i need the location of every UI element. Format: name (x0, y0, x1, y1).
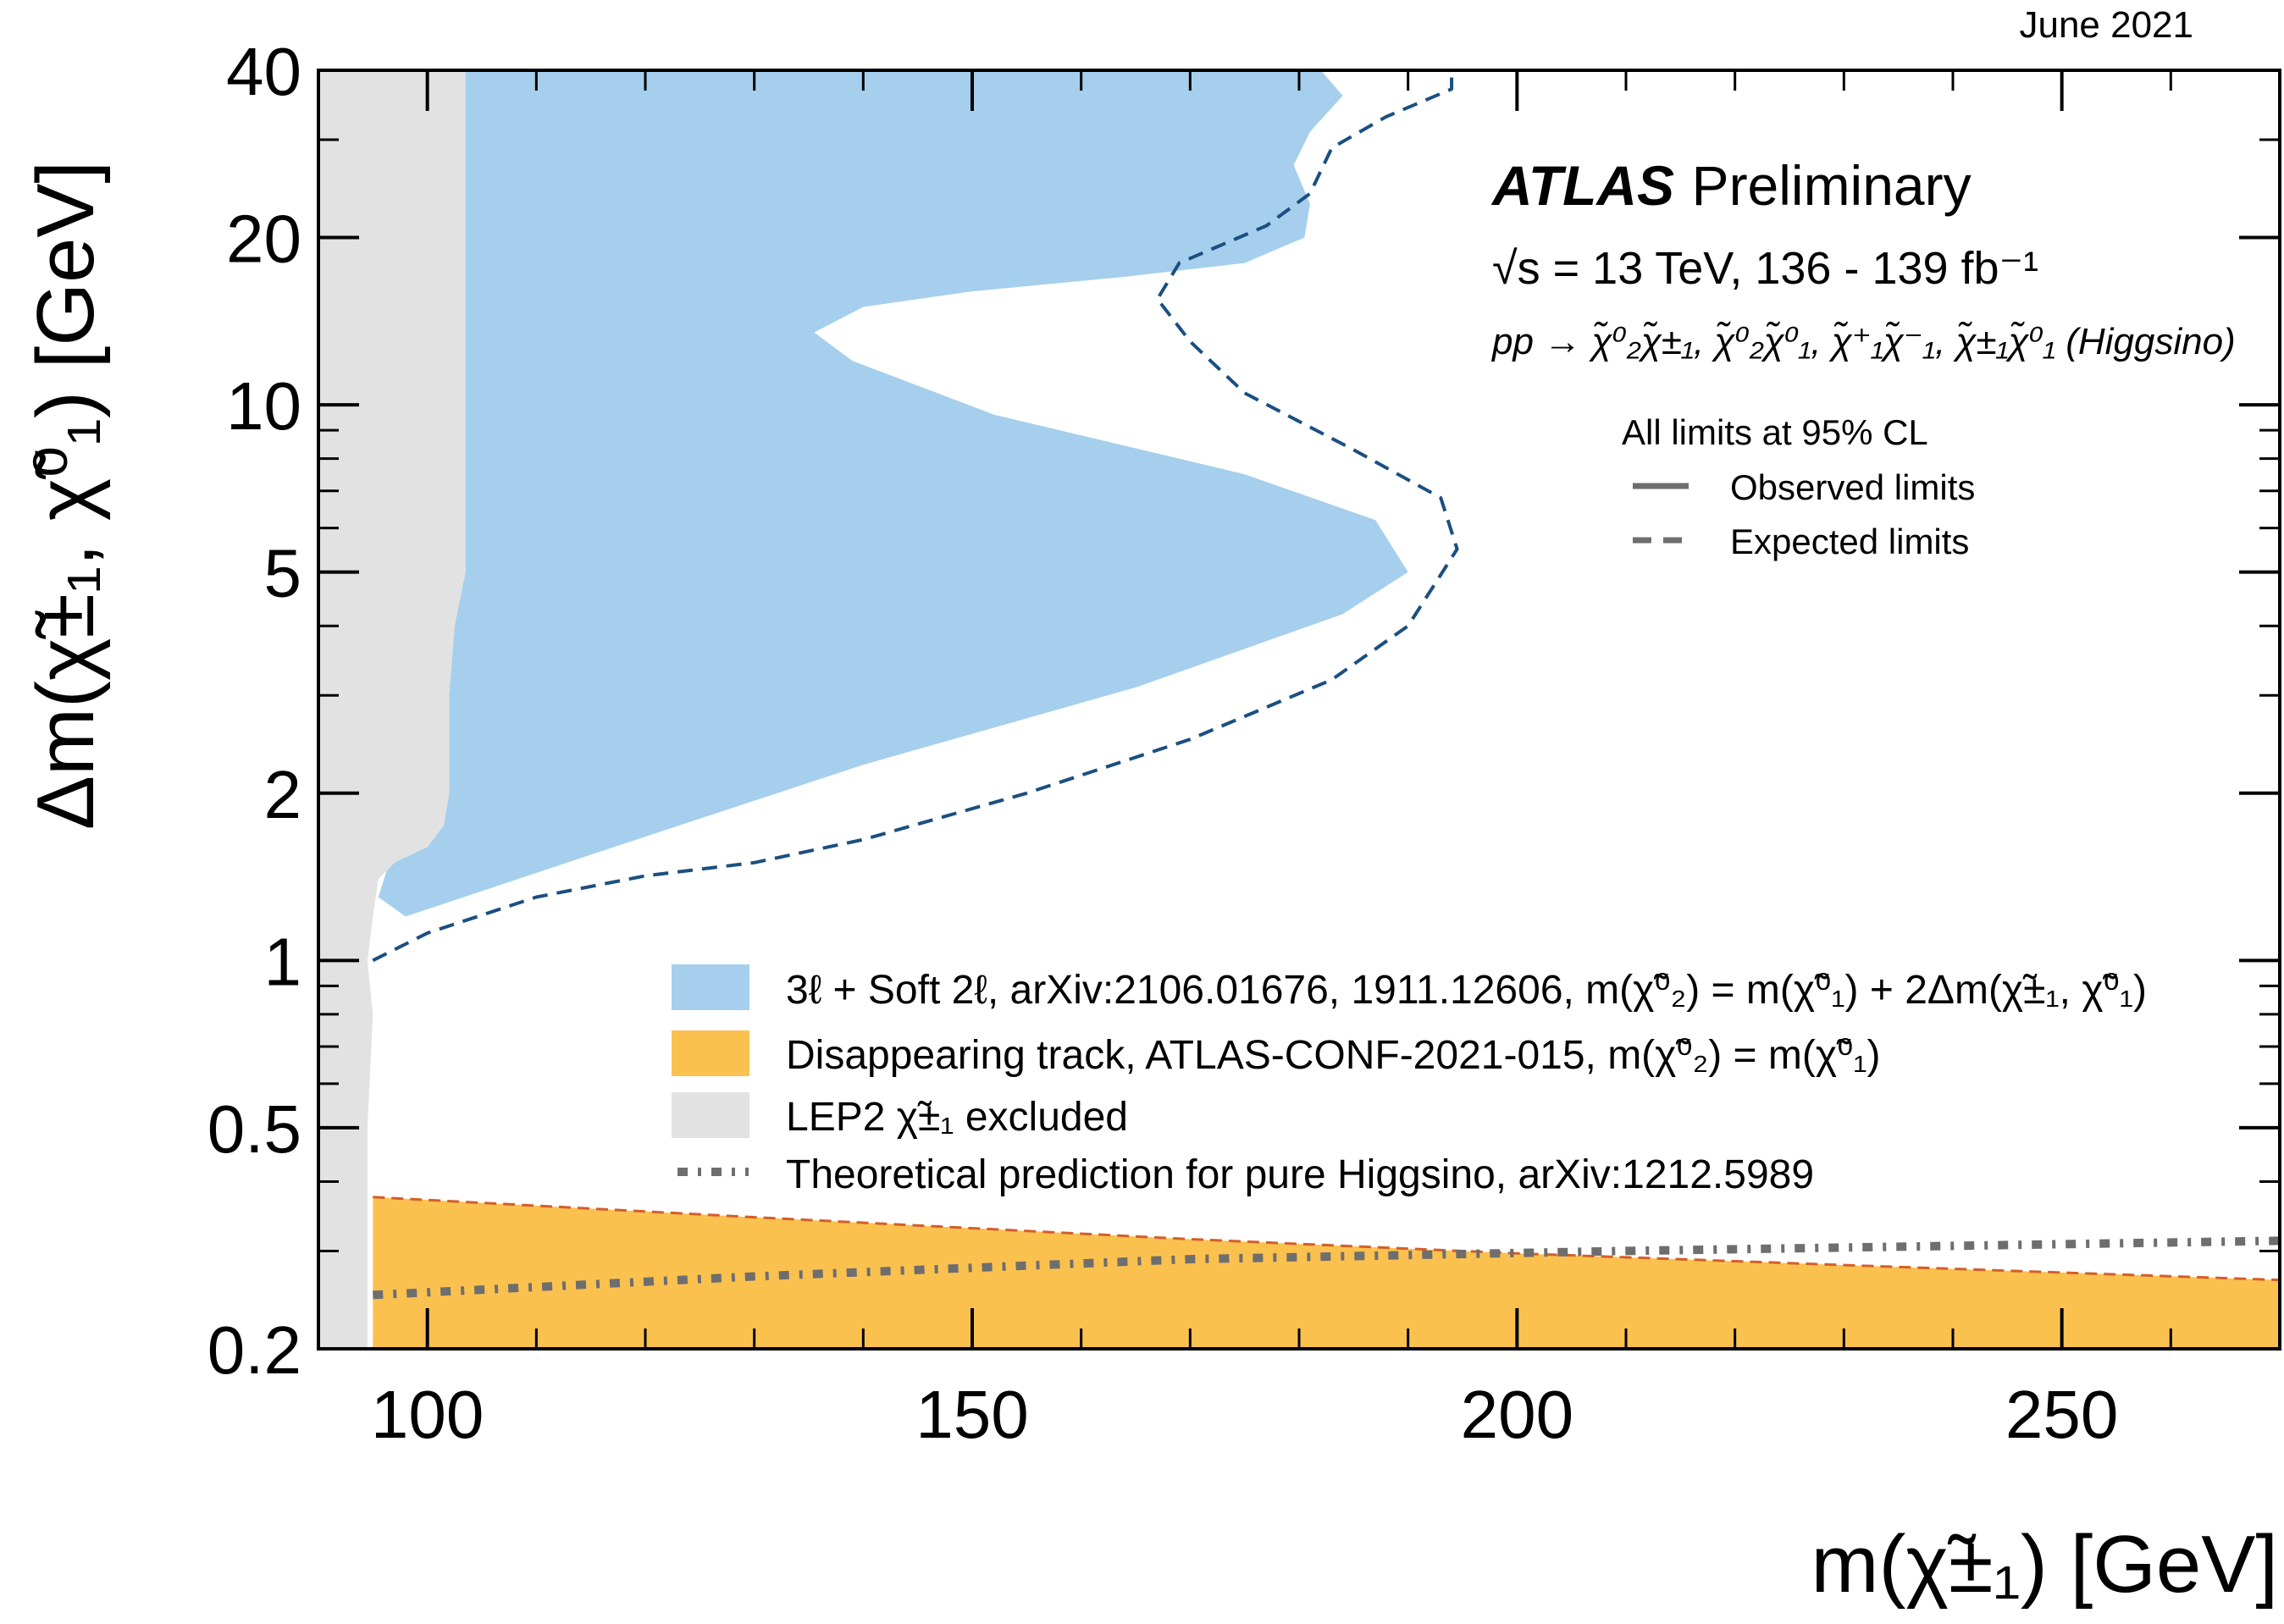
expected-label: Expected limits (1730, 522, 1969, 561)
disappearing-track-expected-edge (373, 1196, 2280, 1282)
legend-swatch-disappearing-track (672, 1030, 749, 1076)
legend-label-higgsino: Theoretical prediction for pure Higgsino… (786, 1152, 1814, 1197)
date-label: June 2021 (2019, 4, 2193, 46)
y-tick-label: 5 (264, 536, 302, 611)
atlas-label: ATLAS Preliminary (1490, 154, 1972, 217)
legend-label-soft2l: 3ℓ + Soft 2ℓ, arXiv:2106.01676, 1911.126… (786, 968, 2147, 1013)
legend-label-lep2: LEP2 χ̃±₁ excluded (786, 1095, 1128, 1140)
experiment-name: ATLAS (1490, 154, 1674, 217)
y-tick-label: 10 (226, 368, 301, 444)
x-tick-label: 250 (2005, 1377, 2118, 1452)
x-tick-label: 200 (1461, 1377, 1573, 1452)
higgsino-prediction-line (373, 1236, 2280, 1300)
x-tick-label: 100 (371, 1377, 484, 1452)
cl-title: All limits at 95% CL (1622, 412, 1928, 452)
observed-label: Observed limits (1730, 467, 1975, 507)
y-tick-label: 0.2 (207, 1312, 301, 1388)
status-label: Preliminary (1692, 154, 1972, 217)
y-tick-label: 2 (264, 757, 302, 832)
legend: 3ℓ + Soft 2ℓ, arXiv:2106.01676, 1911.126… (672, 964, 2147, 1197)
y-tick-label: 20 (226, 202, 301, 277)
legend-swatch-lep2 (672, 1092, 749, 1138)
x-tick-label: 150 (915, 1377, 1028, 1452)
lep2-exclusion-band (318, 70, 466, 1349)
y-tick-label: 40 (226, 34, 301, 109)
x-axis-title: m(χ̃±₁) [GeV] (1811, 1519, 2278, 1610)
y-axis-title: Δm(χ̃±₁, χ̃⁰₁) [GeV] (20, 161, 111, 830)
plot-area (318, 70, 2280, 1349)
energy-label: √s = 13 TeV, 136 - 139 fb⁻¹ (1492, 243, 2038, 294)
process-label: pp → χ̃⁰₂χ̃±₁, χ̃⁰₂χ̃⁰₁, χ̃⁺₁χ̃⁻₁, χ̃±₁χ… (1490, 321, 2236, 362)
legend-label-disappearing-track: Disappearing track, ATLAS-CONF-2021-015,… (786, 1033, 1881, 1078)
disappearing-track-exclusion (373, 1196, 2280, 1349)
y-tick-label: 0.5 (207, 1091, 301, 1167)
soft2l-observed-exclusion (378, 70, 1408, 917)
y-tick-label: 1 (264, 924, 302, 999)
soft2l-expected-limit (372, 70, 1459, 963)
legend-swatch-soft2l (672, 964, 749, 1010)
